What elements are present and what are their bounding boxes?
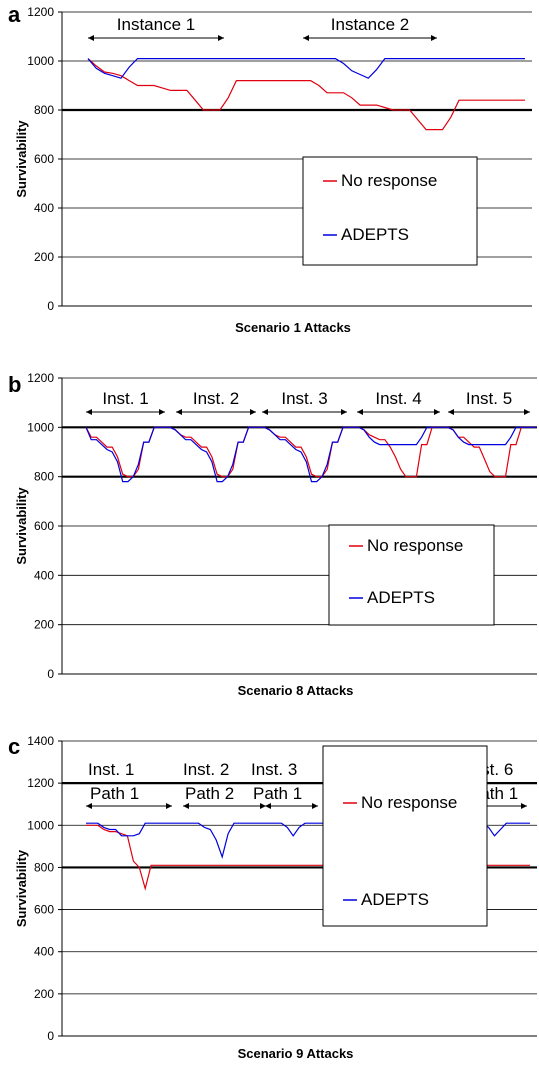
legend-label: No response — [361, 793, 457, 812]
y-tick-label: 200 — [34, 250, 54, 264]
instance-arrowhead-left — [265, 803, 271, 809]
instance-arrowhead-right — [431, 35, 437, 41]
legend-label: ADEPTS — [361, 890, 429, 909]
instance-label: Inst. 1 — [88, 760, 134, 779]
instance-arrowhead-left — [303, 35, 309, 41]
instance-arrowhead-left — [88, 35, 94, 41]
instance-label: Inst. 5 — [466, 389, 512, 408]
chart-panel-a: 0 200 400 600 800 1000 1200 a Scenario 1 Attacks… — [8, 2, 532, 335]
instance-label: Instance 1 — [117, 15, 195, 34]
instance-path-label: Path 2 — [185, 784, 234, 803]
instance-arrowhead-right — [312, 803, 318, 809]
instance-arrowhead-right — [166, 803, 172, 809]
y-tick-label: 400 — [34, 568, 54, 582]
series-line-no-response — [85, 426, 537, 478]
legend-box — [322, 745, 488, 927]
instance-arrowhead-right — [434, 409, 440, 415]
legend-label: ADEPTS — [341, 225, 409, 244]
instance-arrowhead-right — [218, 35, 224, 41]
instance-label: Inst. 1 — [102, 389, 148, 408]
y-tick-label: 1000 — [27, 420, 54, 434]
series-line-no-response — [87, 58, 525, 131]
y-tick-label: 600 — [34, 903, 54, 917]
y-tick-label: 400 — [34, 945, 54, 959]
instance-label: Instance 2 — [331, 15, 409, 34]
instance-arrowhead-right — [524, 409, 530, 415]
x-axis-label: Scenario 1 Attacks — [235, 320, 351, 335]
instance-path-label: Path 1 — [253, 784, 302, 803]
chart-panel-b: 0 200 400 600 800 1000 1200 b Scenario 8 Attacks… — [8, 371, 537, 698]
legend-box — [302, 156, 478, 266]
y-tick-label: 1000 — [27, 818, 54, 832]
y-tick-label: 0 — [47, 1029, 54, 1043]
instance-arrowhead-right — [159, 409, 165, 415]
y-tick-label: 200 — [34, 987, 54, 1001]
chart-panel-c: 0 200 400 600 800 1000 1200 1400 c Scenario 9 Att… — [8, 734, 537, 1061]
instance-arrowhead-right — [260, 803, 266, 809]
panel-label: c — [8, 734, 20, 759]
y-tick-label: 1400 — [27, 734, 54, 748]
y-tick-label: 1000 — [27, 54, 54, 68]
instance-arrowhead-left — [183, 803, 189, 809]
series-line-adepts — [85, 426, 537, 483]
y-tick-label: 0 — [47, 299, 54, 313]
legend-label: No response — [341, 171, 437, 190]
instance-arrowhead-left — [86, 803, 92, 809]
y-tick-label: 1200 — [27, 371, 54, 385]
panel-label: a — [8, 2, 21, 27]
instance-arrowhead-left — [357, 409, 363, 415]
y-axis-label: Survivability — [14, 120, 29, 198]
y-tick-label: 1200 — [27, 5, 54, 19]
instance-label: Inst. 2 — [183, 760, 229, 779]
instance-arrowhead-right — [521, 803, 527, 809]
legend: No response ADEPTS — [302, 156, 478, 266]
instance-arrowhead-left — [262, 409, 268, 415]
legend-label: No response — [367, 536, 463, 555]
instance-arrowhead-right — [250, 409, 256, 415]
y-tick-label: 200 — [34, 618, 54, 632]
instance-label: Inst. 4 — [375, 389, 421, 408]
y-tick-label: 800 — [34, 103, 54, 117]
y-tick-label: 600 — [34, 519, 54, 533]
legend-box — [328, 524, 495, 626]
series-line-adepts — [87, 57, 525, 79]
legend: No response ADEPTS — [322, 745, 488, 927]
instance-arrowhead-left — [86, 409, 92, 415]
instance-arrowhead-left — [448, 409, 454, 415]
y-tick-label: 800 — [34, 470, 54, 484]
legend-label: ADEPTS — [367, 588, 435, 607]
instance-label: Inst. 3 — [281, 389, 327, 408]
instance-path-label: Path 1 — [90, 784, 139, 803]
instance-arrowhead-right — [341, 409, 347, 415]
instance-label: Inst. 3 — [251, 760, 297, 779]
y-tick-label: 1200 — [27, 776, 54, 790]
y-tick-label: 600 — [34, 152, 54, 166]
y-tick-label: 800 — [34, 860, 54, 874]
y-axis-label: Survivability — [14, 849, 29, 927]
panel-label: b — [8, 372, 21, 397]
legend: No response ADEPTS — [328, 524, 495, 626]
instance-arrowhead-left — [176, 409, 182, 415]
x-axis-label: Scenario 8 Attacks — [238, 683, 354, 698]
y-tick-label: 0 — [47, 667, 54, 681]
instance-label: Inst. 2 — [193, 389, 239, 408]
y-axis-label: Survivability — [14, 487, 29, 565]
y-tick-label: 400 — [34, 201, 54, 215]
x-axis-label: Scenario 9 Attacks — [238, 1046, 354, 1061]
